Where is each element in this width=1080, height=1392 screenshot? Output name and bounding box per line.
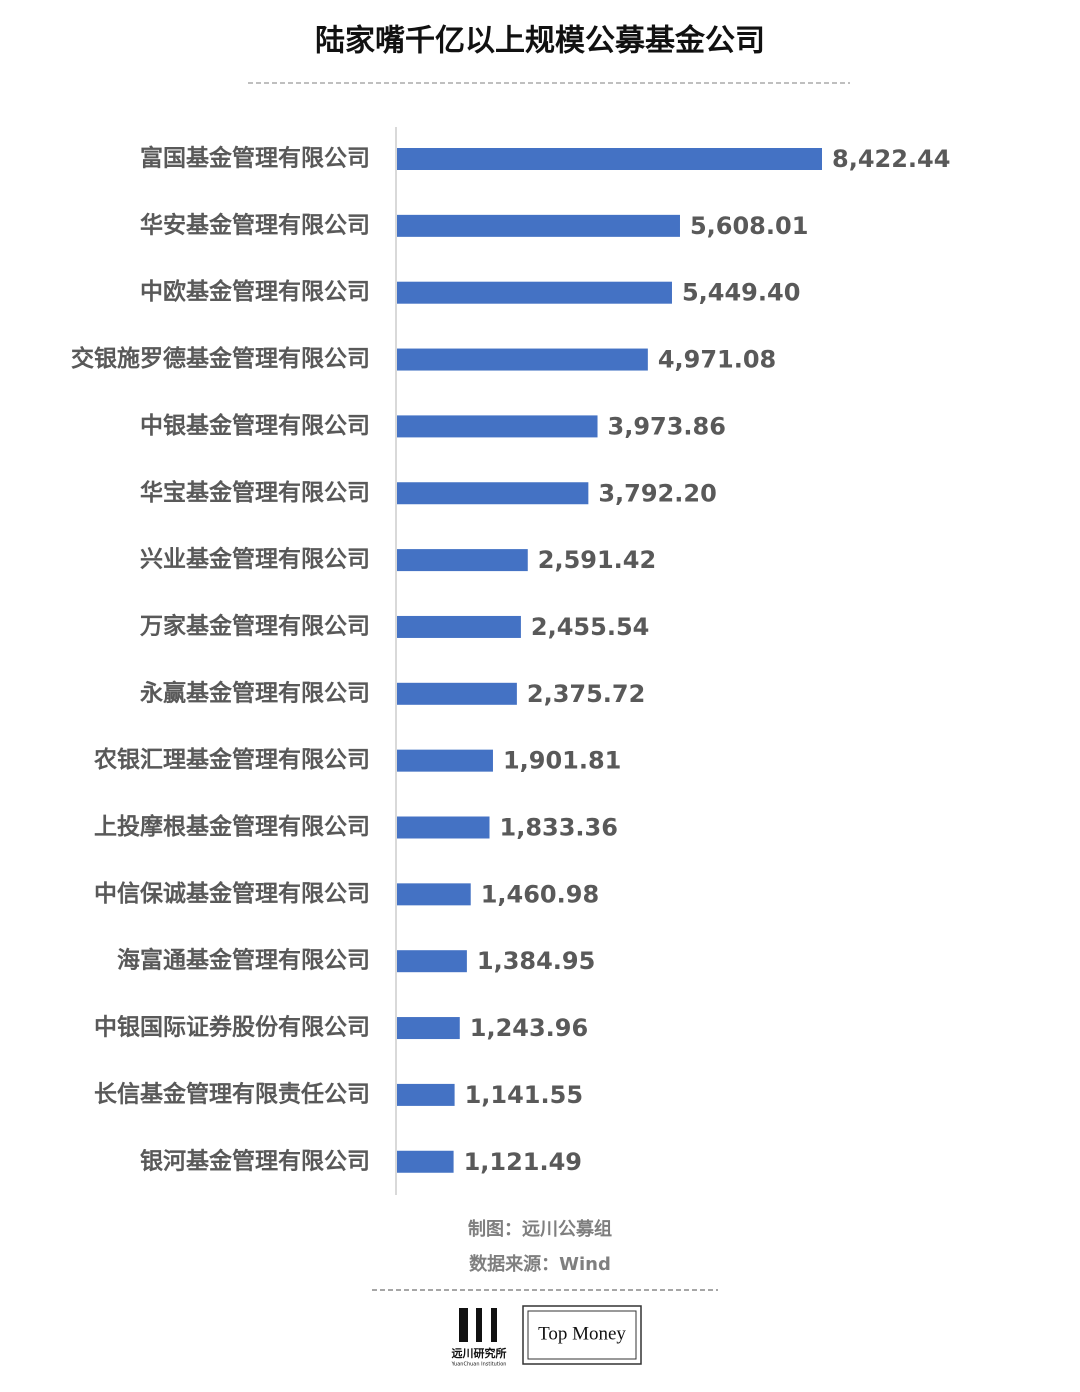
value-label: 1,901.81: [503, 747, 621, 775]
logo-subtext: YuanChuan Institution: [451, 1362, 507, 1368]
chart-title: 陆家嘴千亿以上规模公募基金公司: [315, 24, 765, 59]
bar: [397, 950, 467, 973]
value-label: 5,608.01: [690, 212, 808, 240]
value-label: 4,971.08: [658, 346, 776, 374]
value-label: 1,460.98: [481, 880, 599, 908]
value-label: 1,121.49: [464, 1148, 582, 1176]
value-label: 1,141.55: [465, 1081, 583, 1109]
category-label: 长信基金管理有限责任公司: [94, 1080, 370, 1107]
logo-bar: [491, 1308, 497, 1342]
logo-text: 远川研究所: [452, 1346, 507, 1360]
category-label: 交银施罗德基金管理有限公司: [71, 345, 370, 372]
bar: [397, 615, 521, 638]
value-label: 1,243.96: [470, 1014, 588, 1042]
bar: [397, 148, 822, 170]
bar: [397, 1083, 455, 1106]
bar: [397, 214, 680, 237]
logo-topmoney: Top Money: [522, 1305, 642, 1365]
logo-yuanchuan: 远川研究所 YuanChuan Institution: [451, 1308, 507, 1368]
logo-text: Top Money: [538, 1323, 626, 1344]
logo-bar: [459, 1308, 468, 1342]
logo-frame: [527, 1310, 637, 1360]
category-label: 中欧基金管理有限公司: [140, 278, 370, 305]
category-label: 华宝基金管理有限公司: [140, 479, 370, 506]
bar: [397, 348, 648, 371]
logo-bar: [476, 1308, 482, 1342]
value-label: 2,591.42: [538, 546, 656, 574]
logo-frame: [522, 1305, 642, 1365]
bar: [397, 1017, 460, 1040]
category-label: 兴业基金管理有限公司: [140, 546, 370, 573]
value-label: 2,455.54: [531, 613, 649, 641]
bar: [397, 415, 598, 438]
value-label: 3,973.86: [608, 412, 726, 440]
category-label: 永赢基金管理有限公司: [140, 679, 370, 706]
bar: [397, 1150, 454, 1173]
category-label: 富国基金管理有限公司: [140, 145, 370, 172]
value-label: 5,449.40: [682, 279, 800, 307]
category-label: 华安基金管理有限公司: [140, 211, 370, 238]
bar: [397, 549, 528, 572]
value-label: 1,833.36: [500, 814, 618, 842]
bar: [397, 482, 589, 505]
category-label: 银河基金管理有限公司: [140, 1147, 370, 1174]
bar: [397, 682, 517, 705]
category-label: 万家基金管理有限公司: [140, 612, 370, 639]
value-label: 1,384.95: [477, 947, 595, 975]
category-label: 中银国际证券股份有限公司: [94, 1014, 370, 1041]
value-label: 3,792.20: [598, 479, 716, 507]
category-label: 中银基金管理有限公司: [140, 412, 370, 439]
value-label: 8,422.44: [832, 145, 950, 173]
bar: [397, 816, 490, 839]
value-label: 2,375.72: [527, 680, 645, 708]
category-label: 上投摩根基金管理有限公司: [94, 813, 370, 840]
source: 数据来源：Wind: [469, 1253, 611, 1275]
category-label: 中信保诚基金管理有限公司: [94, 880, 370, 907]
bar: [397, 749, 493, 772]
credit: 制图：远川公募组: [468, 1218, 612, 1240]
bar: [397, 281, 672, 304]
category-label: 农银汇理基金管理有限公司: [93, 746, 370, 773]
category-label: 海富通基金管理有限公司: [117, 947, 370, 974]
bar: [397, 883, 471, 906]
